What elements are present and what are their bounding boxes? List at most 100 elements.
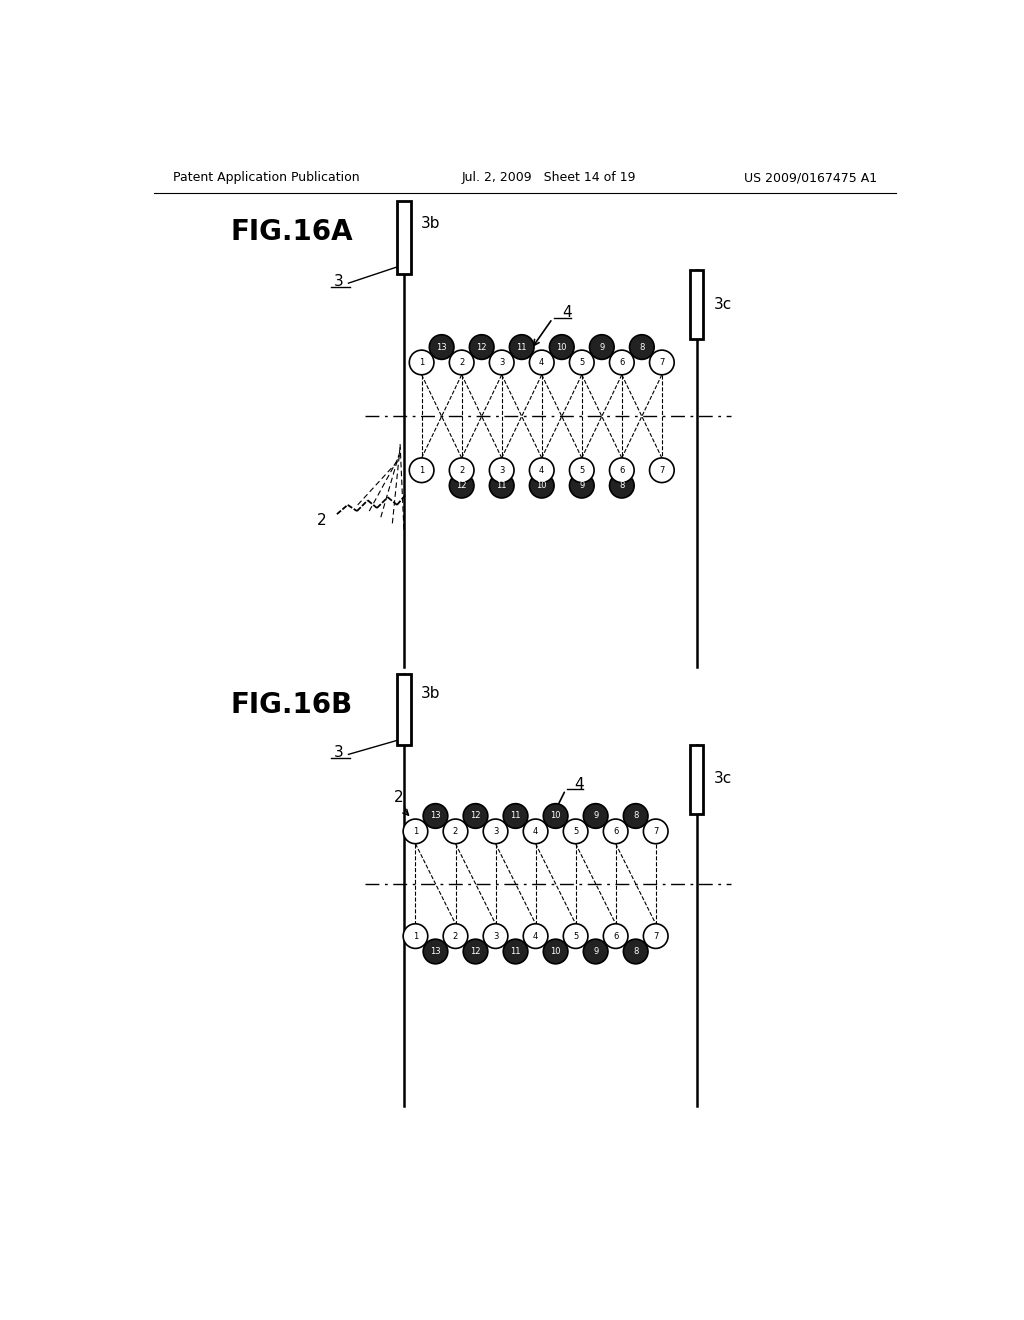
Circle shape (423, 804, 447, 829)
Text: 1: 1 (419, 466, 424, 475)
Circle shape (503, 804, 528, 829)
Text: 13: 13 (436, 343, 446, 351)
Bar (397, 675, 411, 744)
Circle shape (410, 350, 434, 375)
Text: 3: 3 (499, 466, 505, 475)
Circle shape (603, 818, 628, 843)
Circle shape (483, 818, 508, 843)
Text: 1: 1 (413, 932, 418, 941)
Text: 12: 12 (470, 812, 481, 821)
Circle shape (544, 940, 568, 964)
Text: 3: 3 (334, 275, 343, 289)
Circle shape (609, 458, 634, 483)
Circle shape (569, 350, 594, 375)
Text: 12: 12 (470, 946, 481, 956)
Circle shape (403, 924, 428, 949)
Circle shape (529, 350, 554, 375)
Circle shape (450, 350, 474, 375)
Text: 9: 9 (593, 946, 598, 956)
Circle shape (463, 940, 487, 964)
Text: 1: 1 (413, 826, 418, 836)
Circle shape (590, 335, 614, 359)
Text: 3c: 3c (714, 771, 732, 785)
Text: 3b: 3b (421, 216, 440, 231)
Circle shape (503, 940, 528, 964)
Text: 9: 9 (599, 343, 604, 351)
Text: 13: 13 (430, 812, 440, 821)
Circle shape (649, 350, 674, 375)
Text: 3b: 3b (421, 686, 440, 701)
Text: 11: 11 (510, 812, 521, 821)
Circle shape (563, 924, 588, 949)
Text: 4: 4 (562, 305, 571, 319)
Circle shape (489, 474, 514, 498)
Text: 5: 5 (580, 466, 585, 475)
Circle shape (523, 818, 548, 843)
Text: 5: 5 (580, 358, 585, 367)
Circle shape (469, 335, 494, 359)
Text: FIG.16B: FIG.16B (230, 692, 353, 719)
Text: 7: 7 (659, 466, 665, 475)
Circle shape (649, 458, 674, 483)
Text: 8: 8 (620, 482, 625, 490)
Text: 12: 12 (476, 343, 487, 351)
Circle shape (429, 335, 454, 359)
Text: Jul. 2, 2009   Sheet 14 of 19: Jul. 2, 2009 Sheet 14 of 19 (462, 172, 636, 185)
Text: 4: 4 (532, 826, 539, 836)
Text: 2: 2 (393, 789, 403, 805)
Text: 9: 9 (580, 482, 585, 490)
Text: 3: 3 (499, 358, 505, 367)
Circle shape (509, 335, 535, 359)
Text: 2: 2 (459, 466, 464, 475)
Text: 4: 4 (574, 777, 584, 792)
Circle shape (544, 804, 568, 829)
Text: 10: 10 (537, 482, 547, 490)
Text: 3: 3 (493, 826, 499, 836)
Circle shape (569, 458, 594, 483)
Text: 7: 7 (653, 826, 658, 836)
Circle shape (603, 924, 628, 949)
Text: 3: 3 (493, 932, 499, 941)
Circle shape (423, 940, 447, 964)
Text: 2: 2 (453, 826, 458, 836)
Circle shape (403, 818, 428, 843)
Text: 4: 4 (539, 358, 545, 367)
Circle shape (584, 940, 608, 964)
Circle shape (450, 474, 474, 498)
Text: 2: 2 (316, 512, 327, 528)
Text: 6: 6 (620, 358, 625, 367)
Circle shape (624, 804, 648, 829)
Bar (397, 201, 411, 275)
Circle shape (609, 474, 634, 498)
Circle shape (489, 350, 514, 375)
Text: 5: 5 (573, 826, 579, 836)
Bar (689, 271, 703, 339)
Text: 10: 10 (556, 343, 567, 351)
Circle shape (643, 924, 668, 949)
Text: 5: 5 (573, 932, 579, 941)
Circle shape (463, 804, 487, 829)
Text: US 2009/0167475 A1: US 2009/0167475 A1 (744, 172, 878, 185)
Circle shape (624, 940, 648, 964)
Text: 4: 4 (532, 932, 539, 941)
Circle shape (630, 335, 654, 359)
Circle shape (489, 458, 514, 483)
Text: FIG.16A: FIG.16A (230, 218, 353, 246)
Circle shape (550, 335, 574, 359)
Circle shape (483, 924, 508, 949)
Circle shape (584, 804, 608, 829)
Text: 2: 2 (459, 358, 464, 367)
Text: 9: 9 (593, 812, 598, 821)
Text: 3: 3 (334, 746, 343, 760)
Circle shape (410, 458, 434, 483)
Circle shape (569, 474, 594, 498)
Circle shape (643, 818, 668, 843)
Circle shape (529, 474, 554, 498)
Circle shape (609, 350, 634, 375)
Text: 6: 6 (613, 932, 618, 941)
Text: 4: 4 (539, 466, 545, 475)
Circle shape (563, 818, 588, 843)
Circle shape (529, 458, 554, 483)
Text: 11: 11 (510, 946, 521, 956)
Text: 13: 13 (430, 946, 440, 956)
